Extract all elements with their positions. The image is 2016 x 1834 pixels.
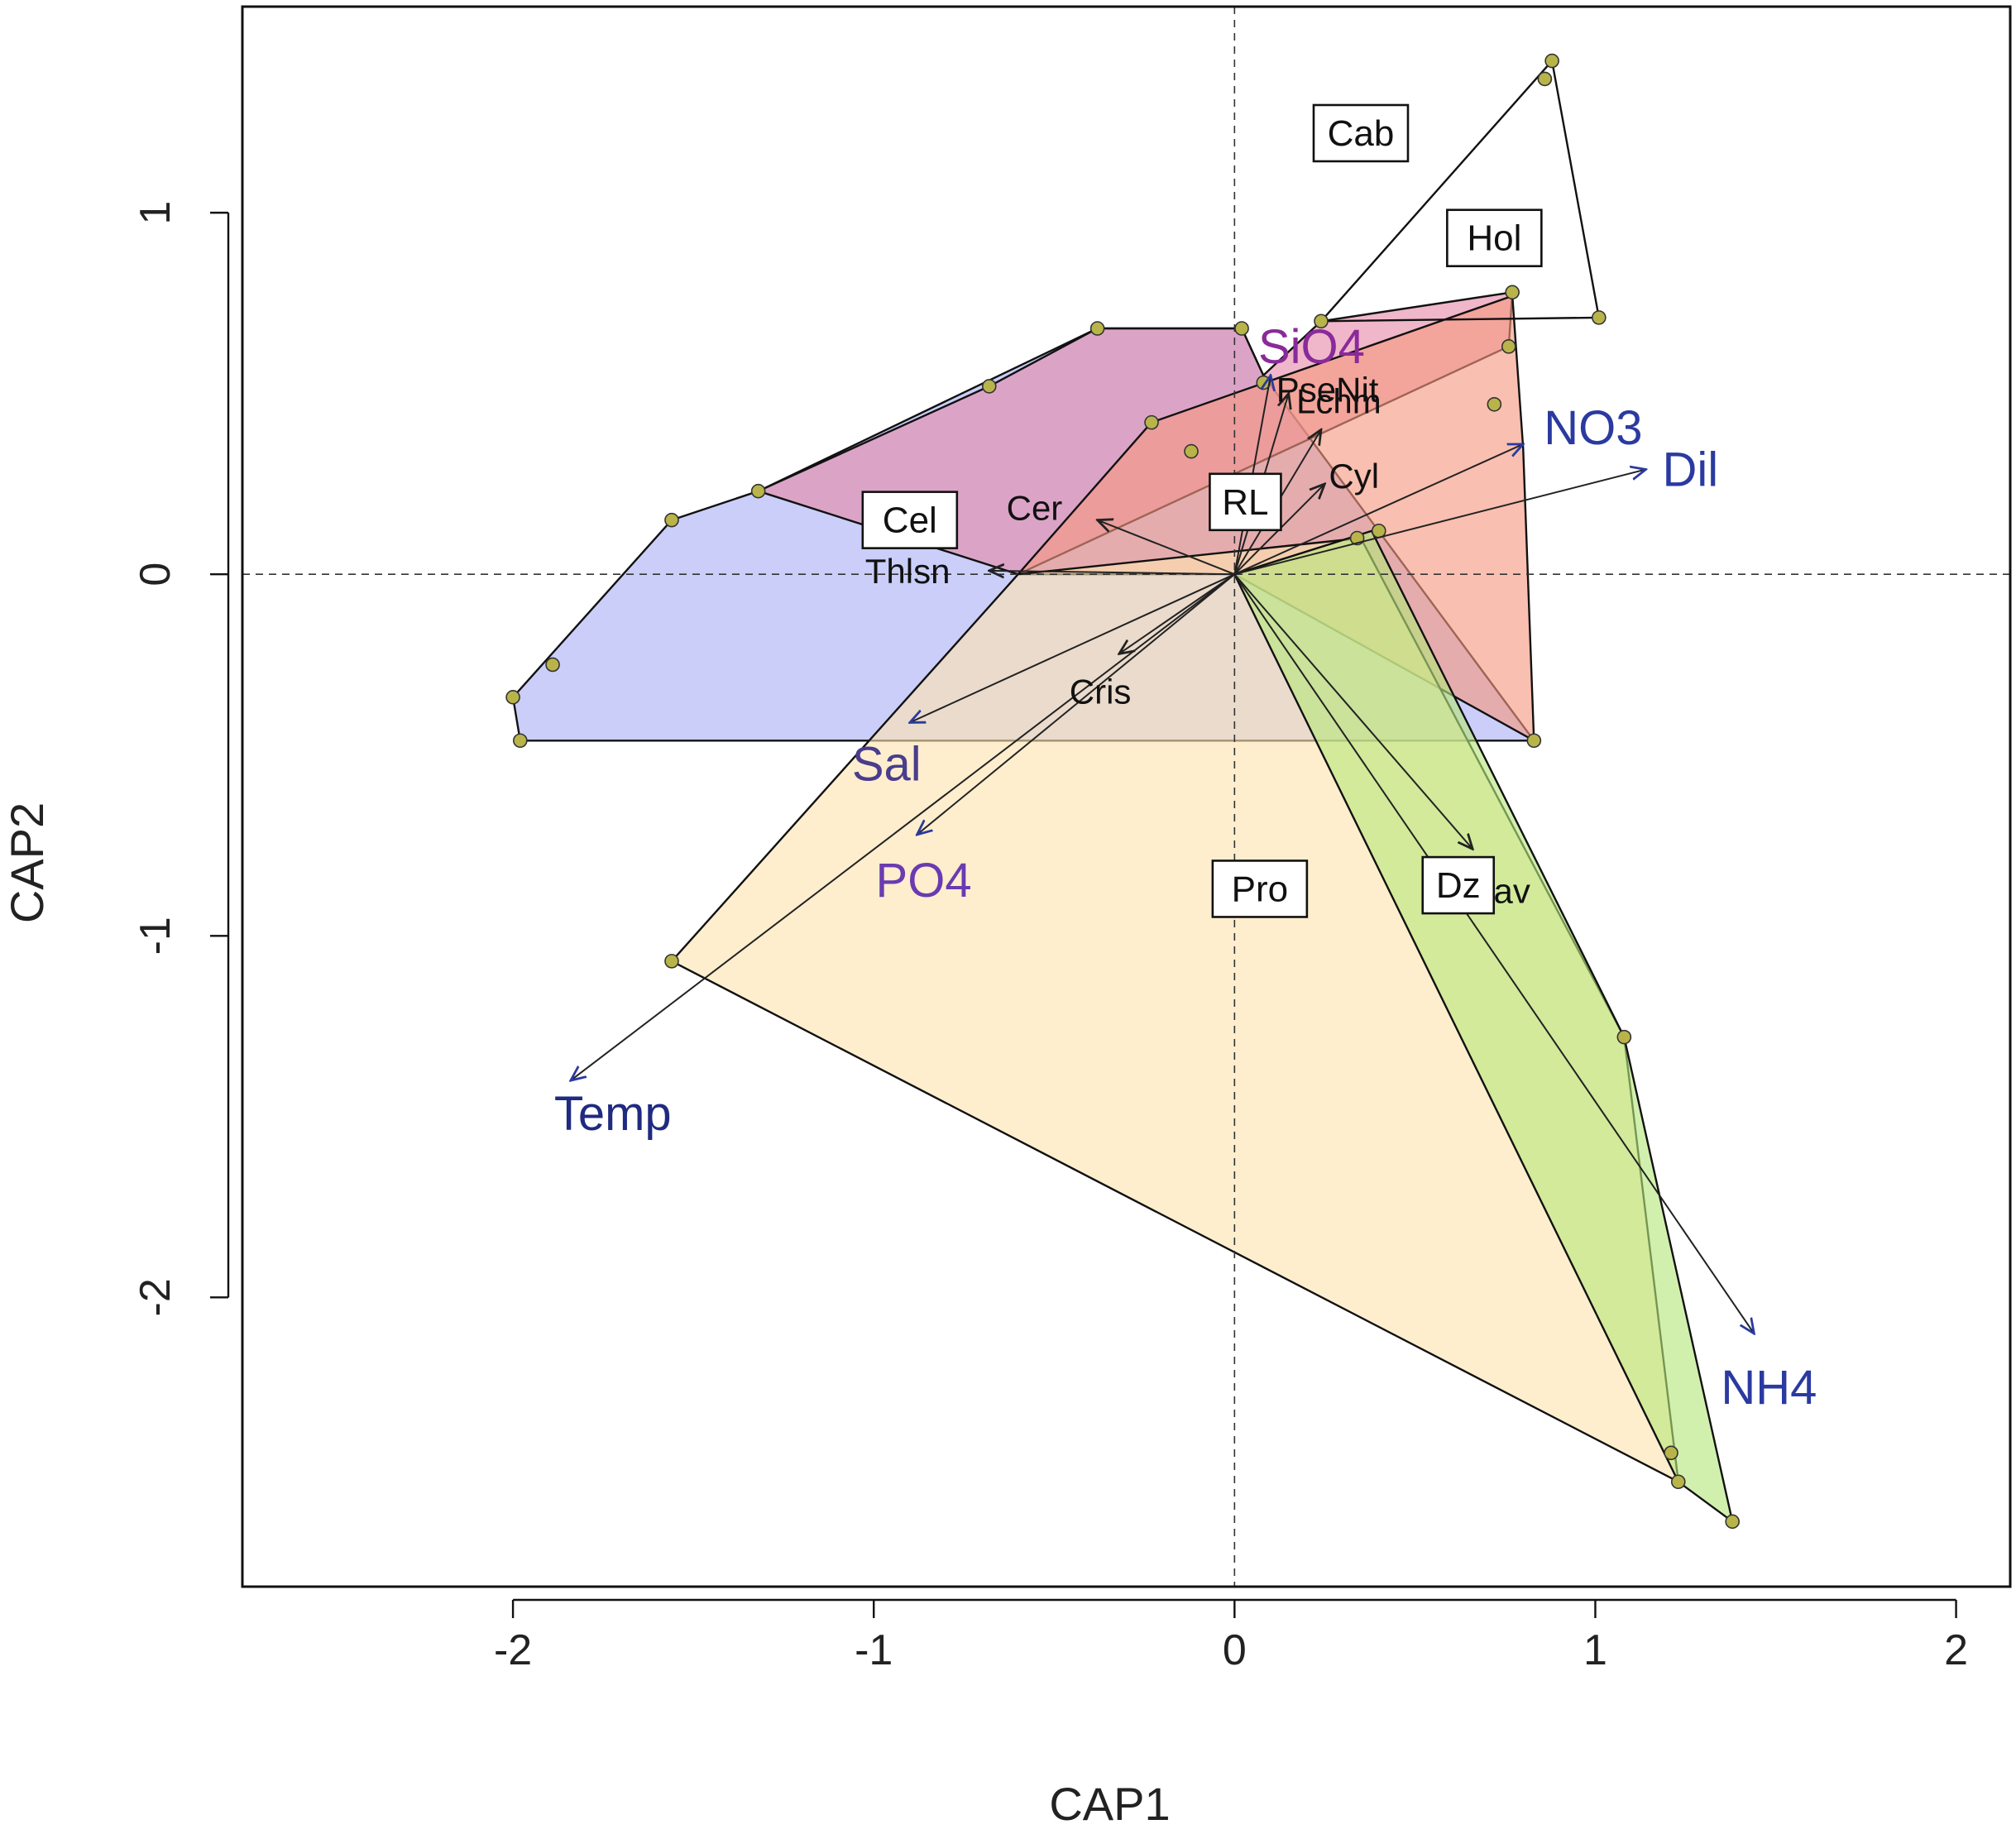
taxon-vector-nav [1233, 573, 1472, 849]
hull-vertex-point [750, 483, 766, 499]
taxon-label-psenit: PseNit [1276, 371, 1379, 409]
x-tick-label: 2 [1944, 1626, 1968, 1674]
hull-vertex-point [1544, 53, 1559, 69]
hull-vertex-point [664, 954, 679, 969]
env-vector-nh4 [1233, 573, 1754, 1334]
taxon-vector-cer [1098, 520, 1235, 576]
env-label-temp: Temp [554, 1087, 672, 1141]
group-label-hol: Hol [1467, 218, 1521, 259]
group-hulls [511, 60, 1734, 1523]
y-axis-title: CAP2 [1, 802, 53, 923]
env-vector-sal [910, 573, 1235, 722]
hull-vertex-point [1616, 1029, 1632, 1045]
env-label-nh4: NH4 [1721, 1361, 1817, 1415]
group-label-box-cab [1312, 103, 1410, 163]
env-label-dil: Dil [1663, 443, 1719, 496]
hull-vertex-point [1487, 396, 1502, 412]
hull-vertex-point [1234, 321, 1249, 336]
group-label-box-dz [1421, 855, 1496, 915]
env-label-sal: Sal [852, 737, 922, 791]
taxon-label-cris: Cris [1070, 672, 1132, 711]
env-vector-dil [1234, 469, 1645, 576]
biplot-vectors [571, 376, 1754, 1334]
hull-vertex-point [505, 690, 520, 705]
hull-vertex-point [1592, 310, 1607, 325]
hull-vertex-point [1089, 321, 1105, 336]
y-tick-label: 0 [132, 563, 180, 587]
hull-vertex-point [981, 379, 997, 394]
group-hull-5 [1233, 529, 1734, 1523]
hull-vertex-point [1501, 339, 1516, 354]
y-tick-label: -1 [132, 917, 180, 955]
x-axis-title: CAP1 [1049, 1778, 1170, 1830]
hull-vertex-point [1664, 1445, 1678, 1461]
chart-labels: Temp PO4 Sal SiO4 NO3 Dil NH4 Thlsn Cer Cris PseNi… [554, 103, 1817, 1415]
x-tick-label: 1 [1583, 1626, 1607, 1674]
group-label-rl: RL [1222, 482, 1268, 523]
group-label-cab: Cab [1328, 113, 1395, 154]
zero-reference-lines [242, 7, 2010, 1587]
x-tick-label: -1 [855, 1626, 893, 1674]
group-label-box-hol [1446, 208, 1543, 268]
taxon-vector-thlsn [989, 571, 1235, 574]
taxon-label-thlsn: Thlsn [865, 552, 951, 591]
y-tick-label: 1 [132, 201, 180, 225]
y-tick-label: -2 [132, 1278, 180, 1316]
env-vector-po4 [917, 573, 1235, 835]
env-label-po4: PO4 [876, 854, 972, 907]
hull-vertex-point [1526, 733, 1542, 749]
hull-vertex-point [1670, 1474, 1686, 1490]
env-vector-temp [571, 573, 1235, 1080]
taxon-label-cyl: Cyl [1329, 457, 1379, 496]
group-label-dz: Dz [1436, 865, 1481, 906]
taxon-label-cer: Cer [1007, 489, 1063, 528]
taxon-label-lchm: Lchm [1296, 381, 1382, 420]
taxon-vector-cris [1119, 573, 1235, 654]
x-tick-label: -2 [494, 1626, 532, 1674]
group-label-box-pro [1211, 860, 1309, 918]
plot-frame [241, 5, 2012, 1588]
hull-vertex-point [1725, 1514, 1740, 1530]
hull-vertex-point [1505, 285, 1520, 300]
env-vector-no3 [1233, 444, 1523, 576]
group-label-pro: Pro [1232, 869, 1288, 909]
group-label-box-rl [1209, 472, 1282, 532]
hull-vertex-point [1537, 71, 1553, 87]
group-hull-6 [1319, 60, 1601, 323]
hull-vertex-point [664, 512, 679, 528]
hull-vertex-point [1184, 443, 1199, 459]
group-label-box-cel [861, 491, 959, 549]
hull-vertex-point [1144, 414, 1159, 430]
hull-vertex-point [1314, 314, 1329, 329]
hull-vertex-point [513, 733, 528, 749]
axes: -2 -1 0 1 2 -2 -1 0 1 [132, 201, 1968, 1674]
hull-vertex-point [545, 657, 560, 673]
group-label-cel: Cel [883, 500, 937, 541]
env-label-sio4: SiO4 [1258, 320, 1365, 374]
x-tick-label: 0 [1223, 1626, 1247, 1674]
env-label-no3: NO3 [1544, 401, 1642, 455]
